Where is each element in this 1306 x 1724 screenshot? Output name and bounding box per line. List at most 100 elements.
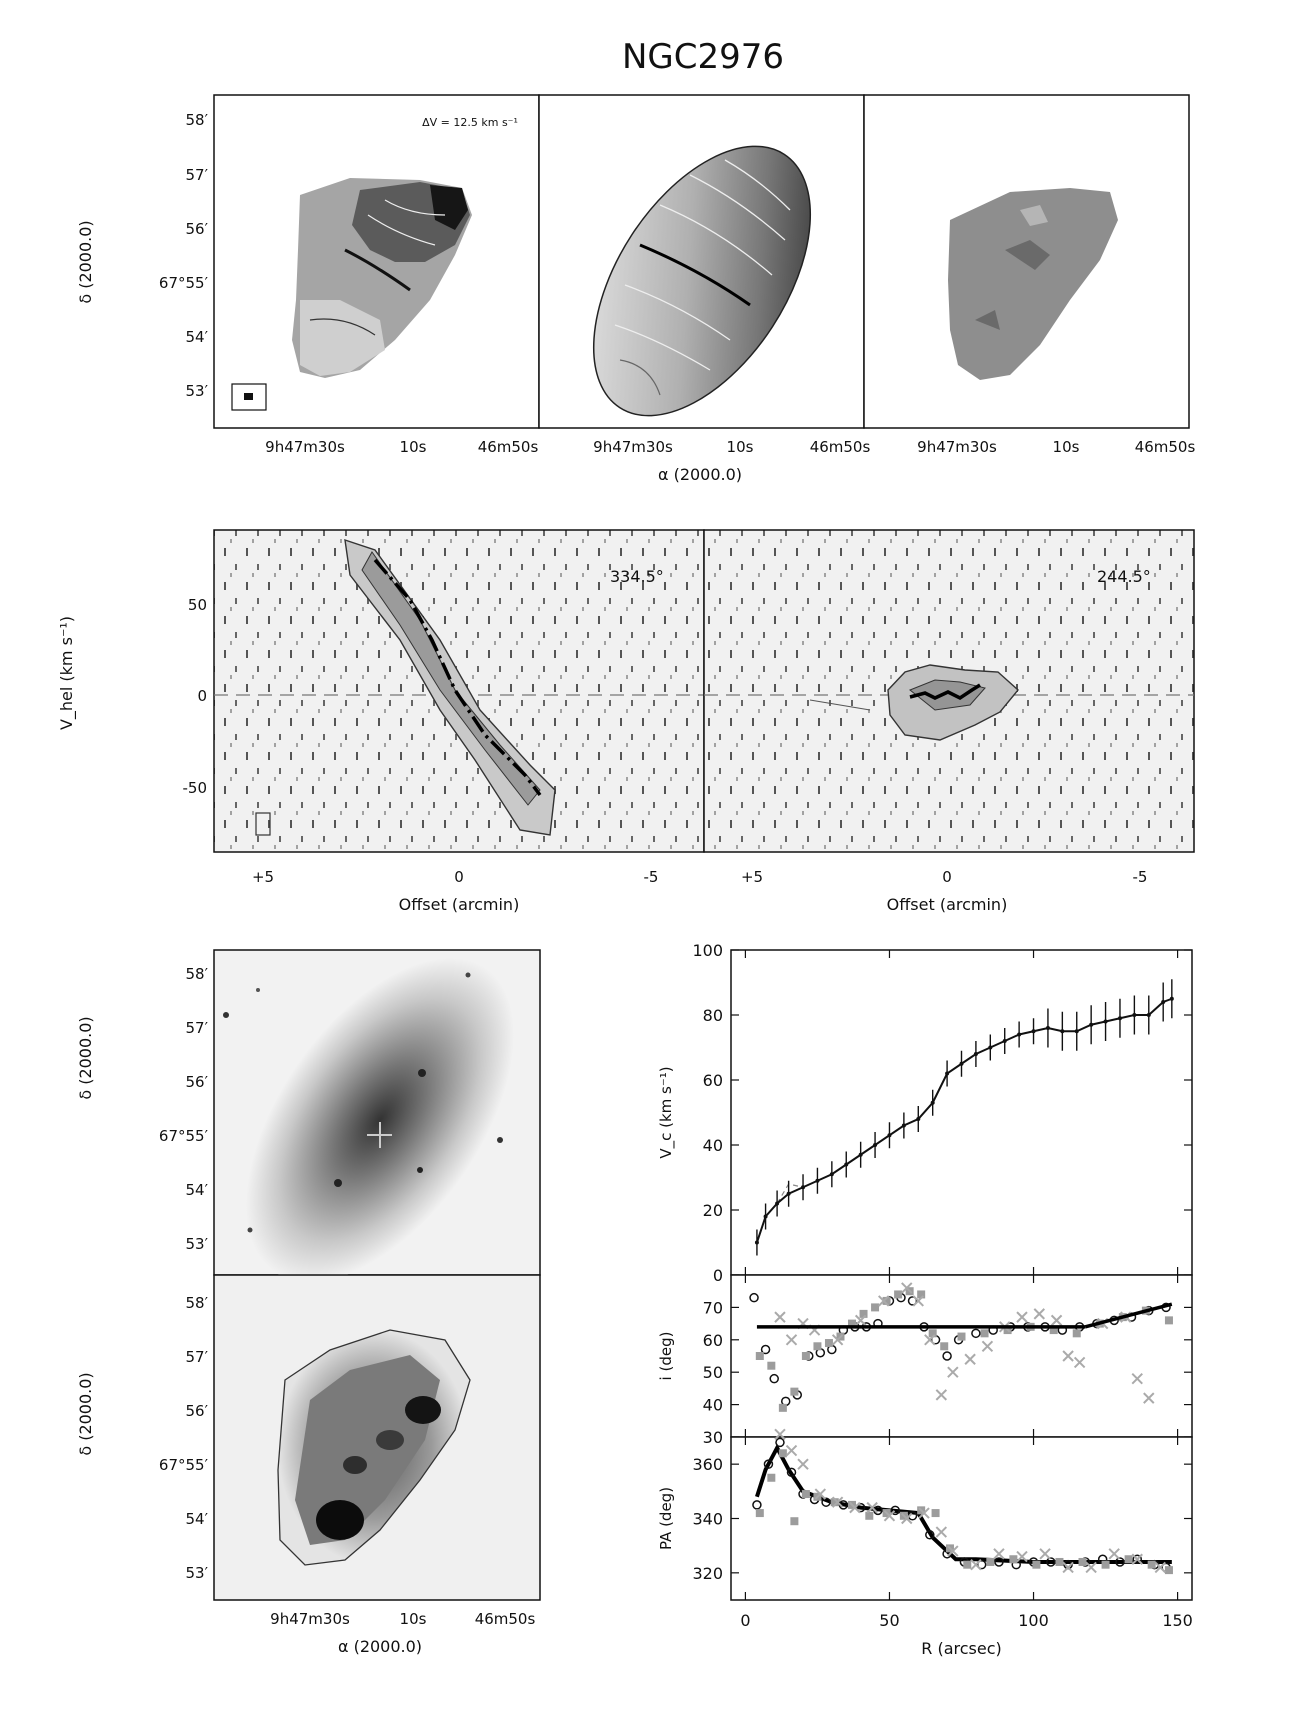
grey-square-point: [1072, 1329, 1081, 1338]
grey-square-point: [755, 1352, 764, 1360]
pv-angle-label: 334.5°: [610, 567, 664, 586]
pv-x-tick: +5: [741, 868, 763, 886]
dec-tick: 56′: [186, 1073, 209, 1091]
grey-cross-point: [854, 1314, 867, 1327]
grey-square-point: [778, 1403, 787, 1412]
grey-cross-point: [1033, 1308, 1045, 1320]
y-tick-label: 40: [703, 1136, 723, 1155]
data-point: [844, 1162, 849, 1167]
open-circle-point: [942, 1351, 952, 1361]
pv-y-axis-label: V_hel (km s⁻¹): [57, 616, 77, 730]
dec-tick: 67°55′: [159, 1127, 209, 1145]
beam-icon: [244, 393, 253, 400]
pv-x-tick: +5: [252, 868, 274, 886]
dec-tick: 54′: [186, 1510, 209, 1528]
y-axis-label: PA (deg): [657, 1487, 675, 1550]
open-circle-point: [752, 1500, 762, 1510]
maps-ra-axis-label: α (2000.0): [658, 465, 742, 484]
open-circle-point: [890, 1505, 900, 1516]
grey-square-point: [1164, 1316, 1173, 1325]
observed-velocity-field: ΔV = 12.5 km s⁻¹: [213, 94, 540, 429]
dec-tick: 57′: [186, 1348, 209, 1366]
grey-square-point: [1009, 1555, 1018, 1564]
data-point: [873, 1143, 878, 1147]
open-circle-point: [763, 1459, 774, 1469]
y-tick-label: 60: [703, 1331, 723, 1350]
dec-tick: 56′: [186, 220, 209, 238]
data-point: [1002, 1039, 1007, 1043]
grey-square-point: [1049, 1326, 1058, 1335]
grey-cross-point: [883, 1510, 896, 1522]
data-point: [887, 1133, 892, 1138]
ra-tick: 10s: [400, 438, 427, 456]
pv-x-axis-label: Offset (arcmin): [887, 895, 1008, 914]
data-point: [1169, 996, 1174, 1001]
y-tick-label: 340: [692, 1510, 723, 1529]
grey-cross-point: [1062, 1561, 1074, 1574]
grey-cross-point: [1108, 1548, 1120, 1560]
grey-cross-point: [1073, 1356, 1086, 1369]
grey-square-point: [931, 1509, 940, 1518]
pv-y-tick: -50: [183, 779, 208, 797]
dec-tick: 53′: [186, 1235, 209, 1253]
grey-cross-point: [785, 1334, 798, 1346]
x-tick-label: 100: [1018, 1611, 1049, 1630]
chart-frame: [730, 1436, 1193, 1601]
grey-square-point: [1055, 1557, 1064, 1566]
x-tick-label: 0: [740, 1611, 750, 1630]
grey-square-point: [865, 1511, 874, 1520]
maps-dec-axis-label: δ (2000.0): [76, 220, 95, 303]
model-velocity-field: [538, 94, 865, 429]
y-tick-label: 320: [692, 1564, 723, 1583]
data-point: [763, 1214, 768, 1219]
open-circle-point: [749, 1292, 759, 1303]
data-point: [1045, 1026, 1050, 1030]
open-circle-point: [971, 1328, 981, 1339]
data-point: [930, 1100, 935, 1105]
galaxy-center-marker: [367, 1122, 392, 1148]
grey-square-point: [963, 1560, 972, 1569]
galaxy-images: δ (2000.0) δ (2000.0) 58′ 57′ 56′ 67°55′…: [76, 949, 541, 1656]
inclination-fit-rise: [1084, 1302, 1173, 1329]
open-circle-point: [1132, 1554, 1143, 1564]
data-point: [754, 1240, 759, 1245]
y-tick-label: 60: [703, 1071, 723, 1090]
grey-square-point: [801, 1352, 810, 1360]
pv-panel-major: 334.5°: [213, 529, 705, 853]
y-tick-label: 20: [703, 1201, 723, 1220]
grey-cross-point: [947, 1545, 959, 1557]
grey-square-point: [767, 1361, 776, 1370]
data-point: [1060, 1029, 1065, 1034]
dec-tick: 58′: [186, 965, 209, 983]
chart-panel-1: 30 40 50 60 70 i (deg): [657, 1274, 1193, 1447]
grey-square-point: [928, 1329, 937, 1338]
dec-tick: 58′: [186, 111, 209, 129]
open-circle-point: [907, 1296, 918, 1306]
grey-square-point: [1164, 1566, 1173, 1575]
grey-square-point: [917, 1290, 926, 1299]
pv-angle-label: 244.5°: [1097, 567, 1151, 586]
grey-cross-point: [918, 1507, 930, 1519]
y-tick-label: 40: [703, 1396, 723, 1415]
open-circle-point: [1046, 1557, 1056, 1567]
grey-square-point: [778, 1449, 787, 1458]
y-tick-label: 30: [703, 1428, 723, 1447]
image-ra-axis-label: α (2000.0): [338, 1637, 422, 1656]
ra-tick: 9h47m30s: [917, 438, 997, 456]
grey-cross-point: [1085, 1561, 1097, 1574]
pv-x-axis-label: Offset (arcmin): [399, 895, 520, 914]
data-point: [901, 1123, 906, 1128]
grey-cross-point: [981, 1340, 994, 1352]
grey-square-point: [986, 1557, 995, 1566]
open-circle-point: [786, 1467, 797, 1478]
open-circle-point: [925, 1530, 935, 1540]
dec-tick: 67°55′: [159, 1456, 209, 1474]
grey-cross-point: [935, 1389, 948, 1401]
grey-square-point: [848, 1319, 857, 1328]
dec-tick: 57′: [186, 166, 209, 184]
data-point: [829, 1172, 834, 1177]
data-point: [959, 1061, 964, 1066]
grey-cross-point: [814, 1488, 827, 1500]
data-point: [1089, 1022, 1094, 1027]
